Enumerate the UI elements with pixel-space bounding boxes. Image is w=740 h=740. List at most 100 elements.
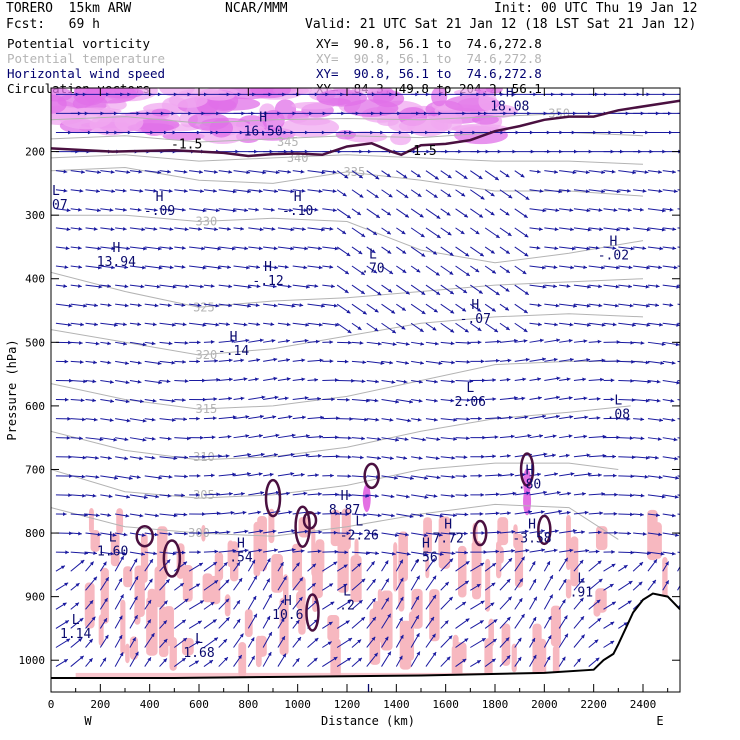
wind-vector-head	[183, 561, 187, 566]
wind-vector-head	[511, 549, 515, 553]
wind-vector-head	[181, 207, 186, 212]
wind-vector-head	[291, 304, 296, 308]
wind-vector-head	[317, 511, 322, 516]
wind-vector-head	[569, 322, 574, 327]
wind-vector-head	[538, 396, 542, 400]
wind-vector-head	[262, 170, 267, 175]
wind-vector-head	[390, 494, 395, 499]
wind-vector-head	[375, 494, 379, 498]
wind-vector-head	[658, 532, 662, 537]
wind-vector-head	[345, 512, 350, 517]
wind-vector-head	[373, 269, 377, 274]
wind-vector-head	[125, 513, 130, 518]
forecast-hour: Fcst: 69 h	[6, 17, 100, 32]
wind-vector-head	[405, 290, 410, 295]
wind-vector-head	[601, 170, 605, 175]
wind-vector-head	[202, 265, 207, 270]
wind-vector-head	[685, 265, 689, 269]
wind-vector-head	[78, 226, 83, 231]
wind-vector-head	[389, 417, 394, 422]
wind-vector-head	[62, 602, 67, 607]
wind-vector-head	[303, 491, 308, 496]
wind-vector-head	[226, 530, 231, 535]
field-label: Potential vorticity	[7, 36, 150, 51]
wind-vector-head	[228, 396, 233, 401]
wind-vector-head	[601, 323, 606, 327]
wind-vector-head	[67, 322, 72, 327]
wind-vector-head	[157, 170, 162, 175]
wind-vector-head	[644, 170, 649, 175]
wind-vector-head	[139, 513, 144, 518]
wind-vector-head	[447, 231, 452, 236]
wind-vector-head	[646, 303, 650, 308]
wind-vector-head	[357, 563, 362, 567]
wind-vector-head	[227, 265, 231, 270]
wind-vector-head	[655, 284, 660, 289]
wind-vector-head	[227, 434, 232, 439]
wind-vector-head	[150, 633, 155, 638]
theta-contour-label: 345	[277, 135, 299, 149]
wind-vector-head	[506, 655, 511, 660]
wind-vector-head	[416, 651, 420, 656]
wind-vector-head	[610, 378, 615, 383]
x-tick-label: 2200	[580, 698, 607, 711]
extremum-value: 1.60	[97, 544, 128, 559]
wind-vector-head	[126, 170, 131, 174]
wind-vector-head	[505, 269, 510, 273]
wind-vector-head	[257, 510, 262, 515]
field-label: Potential temperature	[7, 51, 166, 66]
wind-vector-head	[157, 361, 162, 366]
wind-vector-head	[141, 552, 145, 556]
wind-vector-head	[402, 250, 407, 254]
pink-blob	[497, 517, 509, 546]
wind-vector-head	[449, 252, 454, 256]
wind-vector-head	[244, 208, 248, 213]
pink-blob	[327, 614, 340, 642]
wind-vector-head	[68, 130, 72, 135]
wind-vector-head	[377, 513, 382, 518]
wind-vector-head	[680, 560, 683, 564]
wind-vector-head	[199, 600, 204, 604]
wind-vector-head	[302, 415, 306, 420]
wind-vector-head	[611, 601, 616, 606]
pink-blob	[134, 604, 141, 625]
wind-vector-head	[163, 638, 168, 643]
wind-vector-head	[361, 233, 366, 237]
wind-vector-head	[424, 533, 428, 538]
extremum-value: 12.78	[100, 719, 139, 734]
wind-vector-head	[344, 359, 349, 364]
wind-vector-head	[463, 289, 468, 293]
wind-vector-head	[451, 494, 455, 498]
wind-vector	[677, 437, 680, 439]
wind-vector-head	[152, 398, 157, 403]
wind-vector-head	[480, 397, 484, 402]
wind-vector-head	[476, 584, 481, 588]
wind-vector-head	[244, 246, 249, 251]
wind-vector-head	[451, 551, 456, 556]
wind-vector-head	[78, 265, 83, 269]
wind-vector-head	[320, 415, 324, 420]
x-tick-label: 1600	[432, 698, 459, 711]
wind-vector-head	[182, 322, 187, 327]
wind-vector-head	[611, 169, 616, 174]
wind-vector-head	[321, 170, 326, 175]
wind-vector-head	[401, 325, 406, 330]
wind-vector-head	[398, 655, 403, 660]
wind-vector-head	[496, 358, 500, 363]
wind-vector-head	[239, 633, 244, 638]
wind-vector-head	[630, 474, 635, 479]
wind-vector-head	[250, 637, 255, 642]
wind-vector-head	[415, 615, 419, 620]
wind-vector-head	[386, 211, 391, 216]
wind-vector-head	[696, 131, 700, 135]
wind-vector-head	[184, 341, 189, 345]
wind-vector-head	[612, 454, 616, 459]
wind-vector-head	[123, 532, 128, 537]
wind-vector-head	[245, 434, 250, 438]
magenta-blob	[431, 88, 448, 107]
wind-vector-head	[273, 357, 278, 362]
pink-blob	[88, 508, 94, 533]
wind-vector-head	[656, 398, 661, 403]
wind-vector-head	[423, 111, 428, 116]
wind-vector-head	[542, 414, 547, 419]
